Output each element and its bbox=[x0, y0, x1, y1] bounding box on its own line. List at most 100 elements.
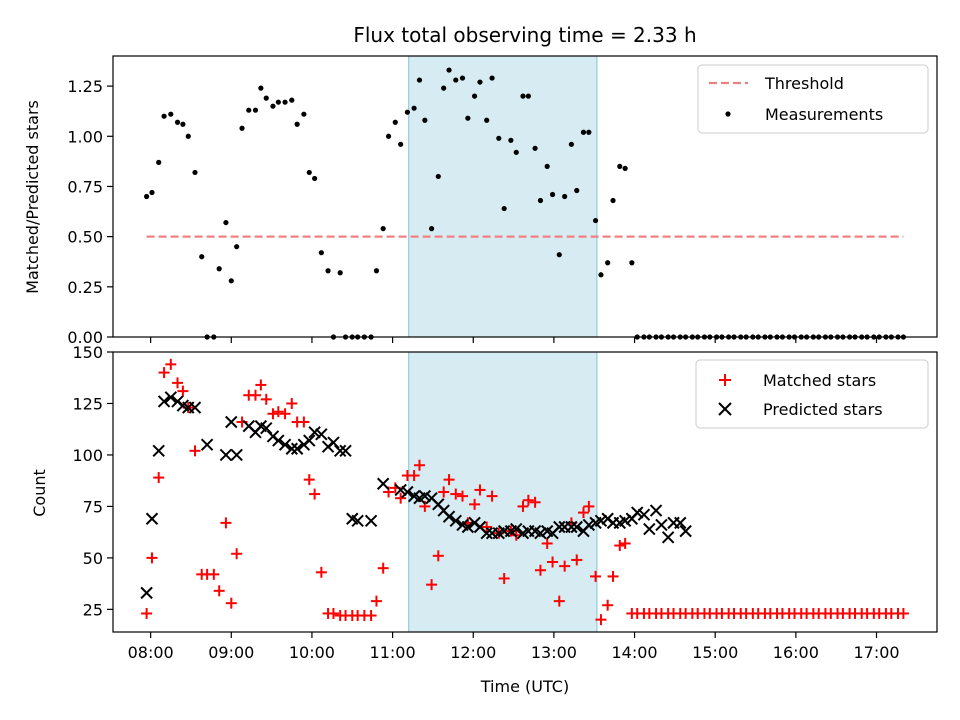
matched-star-marker bbox=[377, 562, 389, 574]
predicted-star-marker bbox=[565, 520, 578, 534]
predicted-star-marker bbox=[534, 526, 547, 540]
legend-measurements-label: Measurements bbox=[765, 105, 883, 124]
measurement-point bbox=[149, 189, 155, 196]
matched-star-marker bbox=[395, 492, 407, 504]
y-tick-label: 1.00 bbox=[67, 127, 103, 146]
y-tick-label: 0.00 bbox=[67, 328, 103, 347]
observing-window-band bbox=[408, 351, 598, 633]
matched-star-marker bbox=[260, 393, 272, 405]
predicted-star-marker bbox=[449, 514, 462, 528]
predicted-star-marker bbox=[152, 444, 165, 458]
matched-star-marker bbox=[559, 560, 571, 572]
predicted-star-marker bbox=[260, 421, 273, 435]
x-tick-label: 13:00 bbox=[531, 643, 577, 662]
measurement-point bbox=[174, 119, 181, 125]
ratio-panel: Flux total observing time = 2.33 h Match… bbox=[23, 23, 938, 347]
count-axes: 25 50 75 100 125 150 08:00 09:00 10:00 11:00 12:00… bbox=[72, 343, 938, 662]
predicted-star-marker bbox=[570, 520, 583, 534]
measurement-point bbox=[263, 95, 269, 101]
legend-matched-label: Matched stars bbox=[763, 371, 876, 390]
predicted-star-marker bbox=[401, 485, 414, 499]
predicted-star-marker bbox=[272, 434, 285, 447]
matched-star-marker bbox=[498, 572, 510, 584]
predicted-star-marker bbox=[333, 444, 347, 458]
legend-box bbox=[695, 359, 929, 429]
matched-star-marker bbox=[607, 570, 619, 582]
matched-star-marker bbox=[165, 358, 177, 370]
y-tick-label: 0.25 bbox=[67, 278, 103, 297]
matched-star-marker bbox=[249, 389, 261, 401]
legend-box bbox=[697, 64, 929, 134]
measurement-point bbox=[586, 129, 592, 135]
ratio-observing-window bbox=[408, 55, 598, 338]
measurement-point bbox=[156, 159, 162, 165]
measurement-point bbox=[312, 175, 318, 182]
y-tick-label: 75 bbox=[83, 497, 103, 516]
measurement-point bbox=[513, 149, 519, 155]
matched-star-marker bbox=[614, 540, 626, 552]
measurement-point bbox=[562, 193, 568, 200]
measurement-point bbox=[373, 268, 380, 274]
predicted-star-marker bbox=[278, 438, 292, 451]
measurement-point bbox=[223, 219, 229, 226]
measurement-point bbox=[239, 125, 245, 131]
matched-star-marker bbox=[286, 397, 298, 409]
measurement-point bbox=[453, 77, 459, 83]
measurement-point bbox=[598, 272, 604, 278]
measurement-point bbox=[544, 163, 550, 169]
measurement-point bbox=[605, 260, 611, 266]
matched-star-marker bbox=[370, 595, 382, 607]
predicted-star-marker bbox=[618, 514, 632, 528]
measurement-point bbox=[234, 244, 240, 250]
matched-star-marker bbox=[365, 610, 377, 622]
measurement-point bbox=[380, 226, 386, 232]
measurement-point bbox=[258, 85, 264, 91]
measurement-point bbox=[185, 133, 191, 139]
measurement-point bbox=[489, 75, 495, 81]
y-tick-label: 1.25 bbox=[67, 77, 103, 96]
matched-star-marker bbox=[571, 554, 583, 566]
count-x-axis-label: Time (UTC) bbox=[480, 677, 569, 696]
predicted-star-marker bbox=[679, 524, 692, 538]
measurement-point bbox=[446, 67, 452, 73]
measurement-point bbox=[411, 105, 417, 111]
predicted-star-marker bbox=[290, 442, 304, 455]
legend-predicted-swatch bbox=[718, 402, 732, 416]
measurement-point bbox=[289, 97, 295, 103]
measurement-point bbox=[385, 133, 392, 139]
predicted-star-marker bbox=[315, 428, 328, 441]
measurement-point bbox=[325, 268, 331, 274]
ratio-axes: 0.00 0.25 0.50 0.75 1.00 1.25 bbox=[67, 55, 938, 347]
matched-star-marker bbox=[517, 500, 529, 512]
matched-star-marker bbox=[177, 385, 189, 397]
ratio-marks bbox=[144, 67, 906, 340]
measurement-point bbox=[168, 111, 174, 117]
predicted-star-marker bbox=[674, 516, 687, 530]
measurement-point bbox=[192, 169, 198, 176]
measurement-point bbox=[252, 107, 259, 113]
measurement-point bbox=[537, 197, 544, 204]
measurement-point bbox=[270, 103, 276, 109]
predicted-star-marker bbox=[364, 514, 378, 528]
predicted-star-marker bbox=[661, 531, 675, 544]
measurement-point bbox=[282, 99, 288, 105]
predicted-star-marker bbox=[582, 518, 596, 532]
x-tick-label: 12:00 bbox=[450, 643, 496, 662]
matched-star-marker bbox=[481, 521, 493, 533]
x-tick-label: 16:00 bbox=[773, 643, 819, 662]
measurement-point bbox=[622, 165, 628, 171]
count-y-axis-label: Count bbox=[30, 469, 49, 517]
y-tick-label: 150 bbox=[72, 343, 103, 362]
measurement-point bbox=[441, 85, 447, 91]
y-tick-label: 0.75 bbox=[67, 177, 103, 196]
ratio-y-axis-label: Matched/Predicted stars bbox=[23, 100, 42, 294]
matched-star-marker bbox=[172, 377, 184, 389]
measurement-point bbox=[532, 145, 538, 151]
measurement-point bbox=[416, 77, 423, 83]
x-tick-label: 10:00 bbox=[289, 643, 335, 662]
measurement-point bbox=[549, 191, 556, 198]
predicted-star-marker bbox=[655, 518, 668, 532]
axes-frame bbox=[112, 351, 938, 633]
matched-star-marker bbox=[602, 599, 614, 611]
